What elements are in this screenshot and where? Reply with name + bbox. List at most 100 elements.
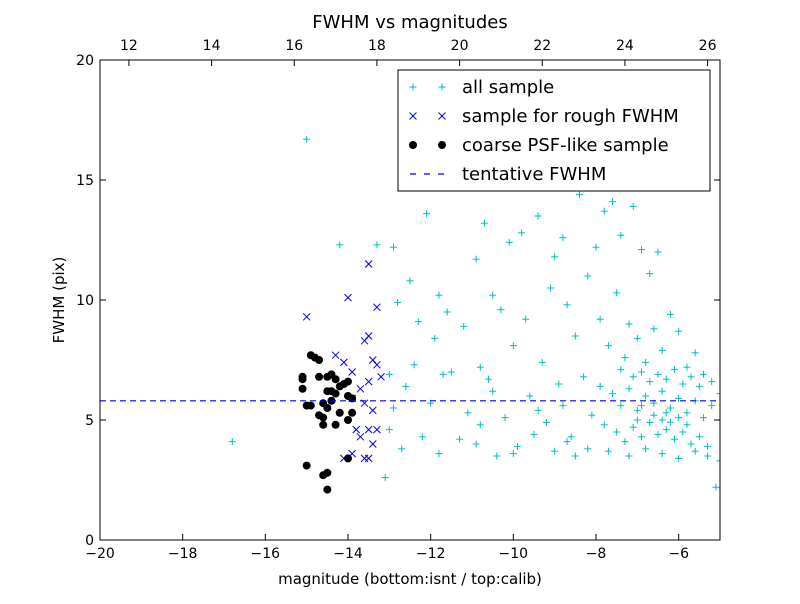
point-all-sample-92	[617, 402, 625, 410]
point-all-sample-143	[637, 402, 645, 410]
x-tick-label: −10	[499, 546, 529, 562]
point-all-sample-56	[493, 452, 501, 460]
plot-marks	[228, 135, 720, 494]
point-all-sample-81	[666, 310, 674, 318]
point-all-sample-111	[662, 426, 670, 434]
point-rough-fwhm-sample-23	[360, 454, 369, 463]
point-psf-like-sample-34	[348, 408, 357, 417]
point-all-sample-85	[699, 370, 707, 378]
point-all-sample-66	[476, 421, 484, 429]
point-all-sample-71	[588, 411, 596, 419]
point-all-sample-109	[646, 418, 654, 426]
point-rough-fwhm-sample-12-d2	[364, 377, 373, 386]
point-rough-fwhm-sample-18	[356, 432, 365, 441]
point-all-sample-30	[431, 334, 439, 342]
point-rough-fwhm-sample-18-d2	[356, 432, 365, 441]
y-tick-label: 5	[85, 413, 94, 429]
point-all-sample-51	[398, 445, 406, 453]
point-psf-like-sample-34-dot	[348, 408, 357, 417]
top-tick-label: 12	[120, 38, 138, 54]
point-all-sample-11	[480, 219, 488, 227]
point-all-sample-100	[683, 409, 691, 417]
point-all-sample-97	[658, 387, 666, 395]
point-psf-like-sample-21	[323, 404, 332, 412]
point-all-sample-5	[406, 277, 414, 285]
point-all-sample-98	[666, 404, 674, 412]
legend-label-psf-like: coarse PSF-like sample	[462, 135, 669, 156]
point-psf-like-sample-5	[315, 356, 324, 364]
legend-marker-psf-like-sample-a-dot	[409, 141, 417, 149]
point-all-sample-108	[637, 433, 645, 441]
point-all-sample-107	[629, 423, 637, 431]
point-all-sample-84	[691, 349, 699, 357]
point-all-sample-129	[637, 368, 645, 376]
point-all-sample-95	[642, 392, 650, 400]
point-all-sample-0	[228, 438, 236, 446]
point-rough-fwhm-sample-6-d2	[348, 368, 356, 376]
point-all-sample-80	[658, 346, 666, 354]
legend-marker-rough-fwhm-sample-a	[409, 112, 417, 120]
point-psf-like-sample-30	[323, 468, 332, 477]
point-all-sample-2	[336, 241, 344, 249]
point-all-sample-4	[389, 243, 397, 251]
legend-marker-psf-like-sample-a	[409, 141, 417, 149]
legend-label-all-sample: all sample	[462, 77, 554, 98]
point-psf-like-sample-0	[298, 384, 307, 393]
point-all-sample-86	[708, 378, 716, 386]
point-psf-like-sample-30-dot	[323, 468, 332, 477]
point-all-sample-9	[443, 308, 451, 316]
point-all-sample-27	[654, 248, 662, 256]
x-tick-label: −8	[586, 546, 607, 562]
point-rough-fwhm-sample-1	[344, 293, 352, 302]
point-all-sample-90	[596, 382, 604, 390]
point-all-sample-83	[683, 363, 691, 371]
point-all-sample-34	[497, 306, 505, 314]
point-all-sample-76	[625, 320, 633, 328]
point-psf-like-sample-26-dot	[344, 416, 352, 424]
point-rough-fwhm-sample-1-d2	[344, 293, 352, 302]
point-all-sample-122	[691, 447, 699, 455]
point-all-sample-138	[658, 416, 666, 424]
top-tick-label: 22	[533, 38, 551, 54]
point-rough-fwhm-sample-10	[373, 360, 381, 369]
legend-label-tentative-fwhm: tentative FWHM	[462, 164, 606, 185]
point-all-sample-64	[410, 361, 418, 369]
point-all-sample-10	[472, 255, 480, 263]
point-rough-fwhm-sample-19-d2	[352, 425, 361, 434]
point-all-sample-59	[551, 447, 559, 455]
point-psf-like-sample-6	[315, 372, 324, 381]
point-rough-fwhm-sample-6	[348, 368, 356, 376]
point-all-sample-19	[584, 272, 592, 280]
point-psf-like-sample-2-dot	[298, 372, 307, 381]
x-tick-label: −14	[333, 546, 363, 562]
top-tick-label: 14	[203, 38, 221, 54]
legend-marker-all-sample-a	[409, 83, 417, 91]
point-all-sample-135	[687, 373, 695, 381]
x-axis-top: 12 14 16 18 20 22 24 26	[120, 38, 717, 66]
point-rough-fwhm-sample-0	[302, 312, 311, 321]
point-all-sample-6	[423, 210, 431, 218]
legend-label-rough-fwhm: sample for rough FWHM	[462, 106, 679, 127]
point-all-sample-13	[505, 238, 513, 246]
point-all-sample-57	[513, 442, 521, 450]
legend-marker-rough-fwhm-sample-a-d2	[409, 112, 417, 120]
point-all-sample-105	[613, 428, 621, 436]
point-all-sample-124	[584, 445, 592, 453]
point-all-sample-141	[683, 421, 691, 429]
legend-marker-rough-fwhm-sample-b	[438, 112, 446, 120]
series-all-sample	[228, 135, 720, 491]
point-all-sample-62	[385, 370, 393, 378]
point-all-sample-14	[518, 229, 526, 237]
point-all-sample-58	[530, 430, 538, 438]
top-tick-label: 24	[616, 38, 634, 54]
point-psf-like-sample-15-dot	[331, 389, 340, 398]
x-tick-label: −18	[168, 546, 198, 562]
point-rough-fwhm-sample-9-d2	[368, 356, 377, 364]
point-all-sample-40	[571, 332, 579, 340]
legend-entries	[409, 83, 446, 175]
point-psf-like-sample-27	[331, 420, 340, 429]
point-psf-like-sample-28	[302, 461, 311, 470]
point-psf-like-sample-31	[323, 485, 332, 494]
point-all-sample-142	[633, 416, 641, 424]
point-all-sample-47	[526, 392, 534, 400]
